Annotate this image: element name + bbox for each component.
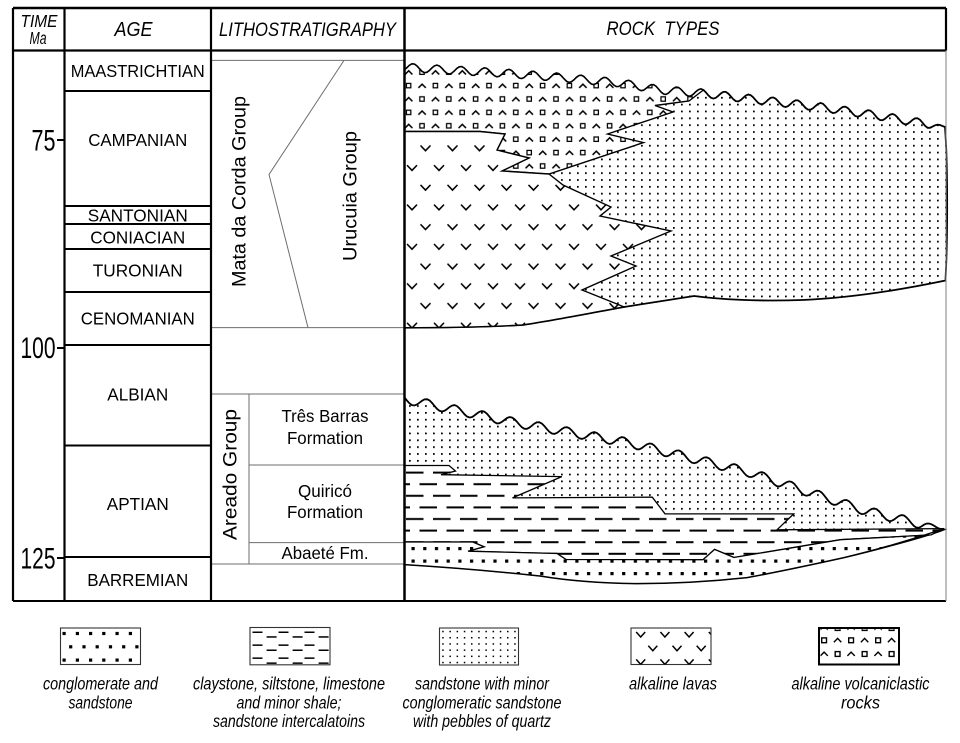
- svg-text:ALBIAN: ALBIAN: [107, 385, 168, 405]
- svg-text:Quiricó: Quiricó: [298, 481, 352, 501]
- svg-text:Mata da Corda Group: Mata da Corda Group: [229, 96, 251, 287]
- svg-text:Ma: Ma: [30, 28, 47, 48]
- svg-text:conglomerate and: conglomerate and: [43, 674, 159, 694]
- svg-text:Três Barras: Três Barras: [282, 406, 369, 426]
- svg-text:75: 75: [32, 125, 56, 158]
- svg-text:CENOMANIAN: CENOMANIAN: [81, 309, 195, 329]
- svg-text:sandstone: sandstone: [69, 692, 133, 712]
- svg-text:125: 125: [21, 543, 56, 576]
- svg-text:TURONIAN: TURONIAN: [93, 261, 183, 281]
- svg-text:CAMPANIAN: CAMPANIAN: [88, 130, 187, 150]
- svg-text:AGE: AGE: [114, 19, 153, 41]
- svg-text:Formation: Formation: [287, 502, 363, 522]
- svg-text:Areado Group: Areado Group: [220, 409, 242, 540]
- svg-text:and minor shale;: and minor shale;: [237, 692, 342, 712]
- svg-text:TIME: TIME: [21, 11, 58, 31]
- svg-text:100: 100: [21, 332, 56, 365]
- svg-text:rocks: rocks: [841, 692, 880, 712]
- svg-text:alkaline lavas: alkaline lavas: [629, 674, 717, 694]
- svg-text:with pebbles of quartz: with pebbles of quartz: [413, 711, 551, 731]
- svg-text:alkaline volcaniclastic: alkaline volcaniclastic: [792, 674, 930, 694]
- svg-text:CONIACIAN: CONIACIAN: [90, 228, 185, 248]
- svg-text:claystone, siltstone, limeston: claystone, siltstone, limestone: [193, 674, 385, 694]
- svg-text:APTIAN: APTIAN: [107, 494, 169, 514]
- svg-text:MAASTRICHTIAN: MAASTRICHTIAN: [71, 61, 205, 81]
- svg-text:sandstone intercalatoins: sandstone intercalatoins: [213, 711, 365, 731]
- svg-text:Formation: Formation: [287, 428, 363, 448]
- svg-text:SANTONIAN: SANTONIAN: [88, 206, 188, 226]
- svg-text:sandstone with minor: sandstone with minor: [415, 674, 550, 694]
- svg-text:ROCK TYPES: ROCK TYPES: [607, 19, 720, 40]
- svg-text:conglomeratic sandstone: conglomeratic sandstone: [403, 692, 562, 712]
- svg-text:LITHOSTRATIGRAPHY: LITHOSTRATIGRAPHY: [219, 19, 398, 41]
- svg-text:Urucuia Group: Urucuia Group: [340, 131, 362, 261]
- svg-text:BARREMIAN: BARREMIAN: [87, 570, 188, 590]
- svg-text:Abaeté Fm.: Abaeté Fm.: [282, 543, 369, 563]
